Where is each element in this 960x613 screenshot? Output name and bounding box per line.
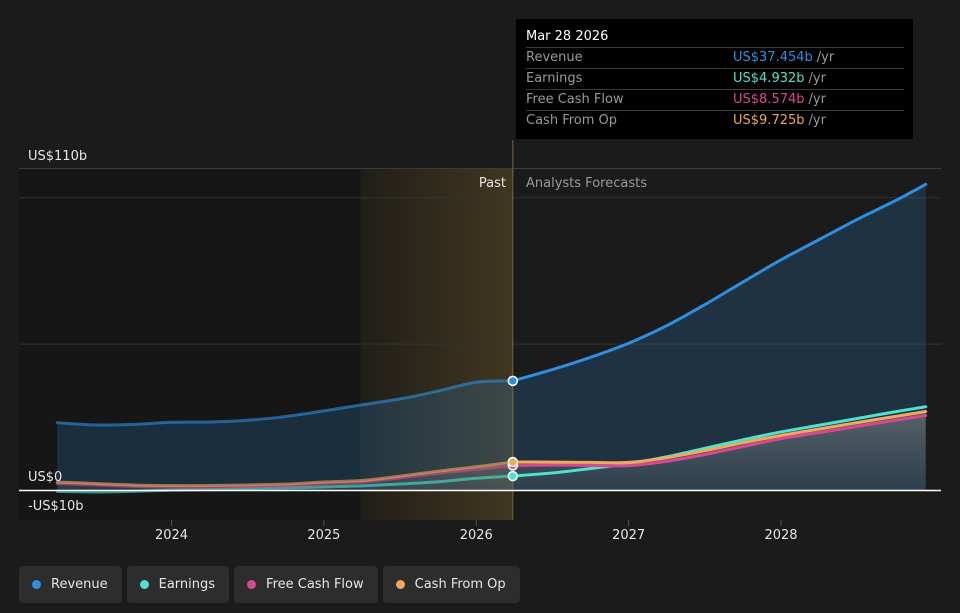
- legend-label: Earnings: [158, 577, 216, 592]
- legend-item-cash-from-op[interactable]: Cash From Op: [382, 566, 520, 603]
- x-tick-label: 2028: [764, 528, 797, 543]
- gridlines: [19, 168, 941, 345]
- tooltip-unit: /yr: [808, 71, 826, 86]
- earnings-line-past: [55, 474, 515, 494]
- legend-item-earnings[interactable]: Earnings: [126, 566, 230, 603]
- tooltip-row: Revenue US$37.454b/yr: [526, 47, 904, 68]
- tooltip-unit: /yr: [816, 50, 835, 65]
- tooltip: Mar 28 2026 Revenue US$37.454b/yr Earnings…: [516, 19, 913, 139]
- x-tick-label: 2025: [307, 528, 340, 543]
- revenue-current-marker[interactable]: [507, 375, 519, 387]
- x-tick-label: 2027: [612, 528, 645, 543]
- x-tick-label: 2024: [155, 528, 188, 543]
- free-cash-flow-line-forecast: [511, 414, 928, 468]
- tooltip-unit: /yr: [808, 92, 826, 107]
- tooltip-row: Earnings US$4.932b/yr: [526, 68, 904, 89]
- series-areas: [57, 184, 926, 491]
- revenue-line-past: [55, 379, 515, 427]
- x-tick-label: 2026: [460, 528, 493, 543]
- revenue-area: [57, 184, 926, 491]
- cash-from-op-line-past: [55, 460, 515, 488]
- tooltip-label: Free Cash Flow: [526, 92, 624, 107]
- chart-area: US$110b US$0 -US$10b Past Analysts Forec…: [19, 140, 941, 543]
- forecast-label: Analysts Forecasts: [526, 176, 647, 191]
- cash-from-op-current-marker[interactable]: [507, 456, 519, 468]
- legend-item-free-cash-flow[interactable]: Free Cash Flow: [234, 566, 378, 603]
- tooltip-row: Cash From Op US$9.725b/yr: [526, 110, 904, 131]
- y-label-top: US$110b: [28, 149, 87, 164]
- tooltip-label: Revenue: [526, 50, 583, 65]
- y-label-zero: US$0: [28, 470, 62, 485]
- tooltip-value: US$4.932b: [733, 71, 805, 86]
- tooltip-label: Cash From Op: [526, 113, 618, 128]
- past-label: Past: [479, 176, 506, 191]
- tooltip-label: Earnings: [526, 71, 583, 86]
- legend-label: Cash From Op: [414, 577, 506, 592]
- x-axis: 2024 2025 2026 2027 2028: [155, 520, 798, 543]
- revenue-line-forecast: [511, 182, 928, 383]
- tooltip-value: US$37.454b: [733, 50, 813, 65]
- tooltip-value: US$9.725b: [733, 113, 805, 128]
- tooltip-row: Free Cash Flow US$8.574b/yr: [526, 89, 904, 110]
- tooltip-unit: /yr: [808, 113, 826, 128]
- cash-from-op-area: [57, 411, 926, 491]
- earnings-current-marker[interactable]: [507, 470, 519, 482]
- legend-dot-icon: [395, 580, 405, 589]
- tooltip-date: Mar 28 2026: [526, 29, 609, 44]
- legend-item-revenue[interactable]: Revenue: [19, 566, 122, 603]
- legend-dot-icon: [139, 580, 149, 589]
- series-lines: [55, 182, 928, 494]
- current-markers: [507, 375, 519, 482]
- cash-from-op-line-forecast: [511, 409, 928, 465]
- legend: Revenue Earnings Free Cash Flow Cash From O…: [19, 566, 520, 603]
- legend-label: Free Cash Flow: [266, 577, 364, 592]
- legend-dot-icon: [32, 580, 41, 589]
- y-label-bottom: -US$10b: [28, 499, 84, 514]
- legend-dot-icon: [247, 580, 257, 589]
- earnings-line-forecast: [511, 405, 928, 478]
- legend-label: Revenue: [51, 577, 108, 592]
- tooltip-value: US$8.574b: [733, 92, 805, 107]
